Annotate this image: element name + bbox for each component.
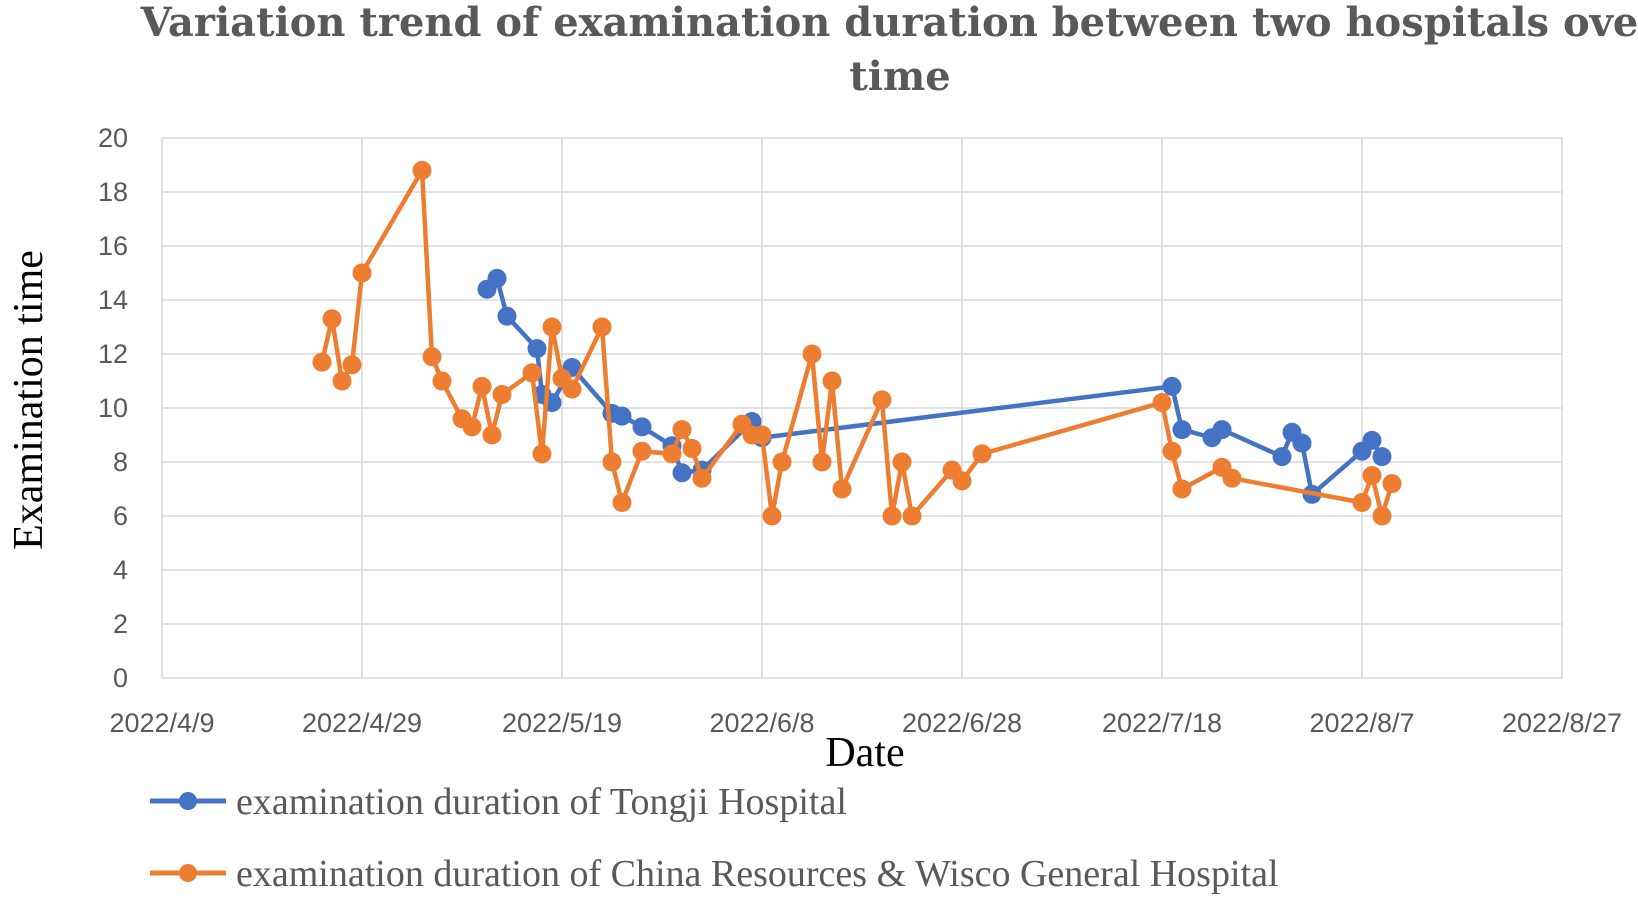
data-point (497, 306, 517, 326)
data-point (822, 371, 842, 391)
data-point (692, 468, 712, 488)
y-tick-label: 14 (98, 285, 128, 315)
data-point (412, 160, 432, 180)
legend: examination duration of Tongji Hospital … (150, 781, 1279, 895)
y-tick-label: 2 (113, 609, 128, 639)
data-point (672, 420, 692, 440)
x-tick-label: 2022/6/8 (709, 708, 814, 738)
legend-item-china-resources: examination duration of China Resources … (150, 853, 1279, 895)
y-tick-label: 10 (98, 393, 128, 423)
data-point (1222, 468, 1242, 488)
legend-item-tongji: examination duration of Tongji Hospital (150, 781, 847, 823)
data-point (772, 452, 792, 472)
series-1 (312, 160, 1402, 526)
data-point (892, 452, 912, 472)
y-tick-label: 4 (113, 555, 128, 585)
data-point (342, 355, 362, 375)
data-point (322, 309, 342, 329)
series (312, 160, 1402, 526)
data-point (527, 339, 547, 359)
chart-title-line-1: Variation trend of examination duration … (140, 0, 1638, 46)
legend-label-china-resources: examination duration of China Resources … (236, 853, 1279, 895)
data-point (462, 417, 482, 437)
data-point (632, 417, 652, 437)
data-point (752, 425, 772, 445)
data-point (1152, 393, 1172, 413)
data-point (972, 444, 992, 464)
data-point (1292, 433, 1312, 453)
legend-marker-china-resources (179, 864, 197, 882)
x-tick-label: 2022/6/28 (902, 708, 1022, 738)
data-point (672, 463, 692, 483)
data-point (522, 363, 542, 383)
data-point (1172, 479, 1192, 499)
data-point (1162, 376, 1182, 396)
x-axis-label: Date (825, 730, 904, 776)
data-point (472, 376, 492, 396)
data-point (1382, 474, 1402, 494)
data-point (1172, 420, 1192, 440)
y-tick-label: 8 (113, 447, 128, 477)
data-point (662, 444, 682, 464)
data-point (1352, 493, 1372, 512)
data-point (492, 385, 512, 404)
data-point (1272, 447, 1292, 467)
data-point (882, 506, 902, 526)
x-tick-label: 2022/8/7 (1309, 708, 1414, 738)
data-point (682, 439, 702, 458)
data-point (487, 268, 507, 288)
data-point (422, 347, 442, 367)
data-point (612, 406, 632, 426)
data-point (1362, 430, 1382, 450)
x-tick-labels: 2022/4/9 2022/4/29 2022/5/19 2022/6/8 2022/6… (109, 708, 1622, 738)
chart-title-line-2: time (849, 53, 950, 100)
data-point (542, 317, 562, 337)
data-point (1212, 420, 1232, 440)
data-point (802, 344, 822, 364)
data-point (832, 479, 852, 499)
data-point (1372, 506, 1392, 526)
x-tick-label: 2022/7/18 (1102, 708, 1222, 738)
data-point (952, 471, 972, 491)
series-line (319, 168, 1395, 519)
data-point (1362, 466, 1382, 485)
y-tick-labels: 0 2 4 6 8 10 12 14 16 18 20 (98, 123, 128, 693)
data-point (602, 452, 622, 472)
grid (161, 137, 1563, 679)
data-point (762, 506, 782, 526)
x-tick-label: 2022/4/9 (109, 708, 214, 738)
data-point (562, 379, 582, 399)
x-tick-label: 2022/8/27 (1502, 708, 1622, 738)
data-point (812, 452, 832, 472)
data-point (432, 371, 452, 391)
data-point (352, 263, 372, 283)
data-point (872, 390, 892, 410)
data-point (332, 371, 352, 391)
data-point (592, 317, 612, 337)
legend-label-tongji: examination duration of Tongji Hospital (236, 781, 847, 823)
data-point (1372, 447, 1392, 467)
y-tick-label: 20 (98, 123, 128, 153)
data-point (1162, 441, 1182, 461)
data-point (532, 444, 552, 464)
y-axis-label: Examination time (6, 250, 52, 550)
data-point (312, 352, 332, 372)
legend-marker-tongji (179, 792, 197, 810)
data-point (612, 493, 632, 512)
y-tick-label: 0 (113, 663, 128, 693)
data-point (902, 506, 922, 526)
y-tick-label: 6 (113, 501, 128, 531)
y-tick-label: 12 (98, 339, 128, 369)
x-tick-label: 2022/4/29 (302, 708, 422, 738)
y-tick-label: 18 (98, 177, 128, 207)
data-point (632, 441, 652, 461)
x-tick-label: 2022/5/19 (502, 708, 622, 738)
data-point (482, 425, 502, 445)
y-tick-label: 16 (98, 231, 128, 261)
